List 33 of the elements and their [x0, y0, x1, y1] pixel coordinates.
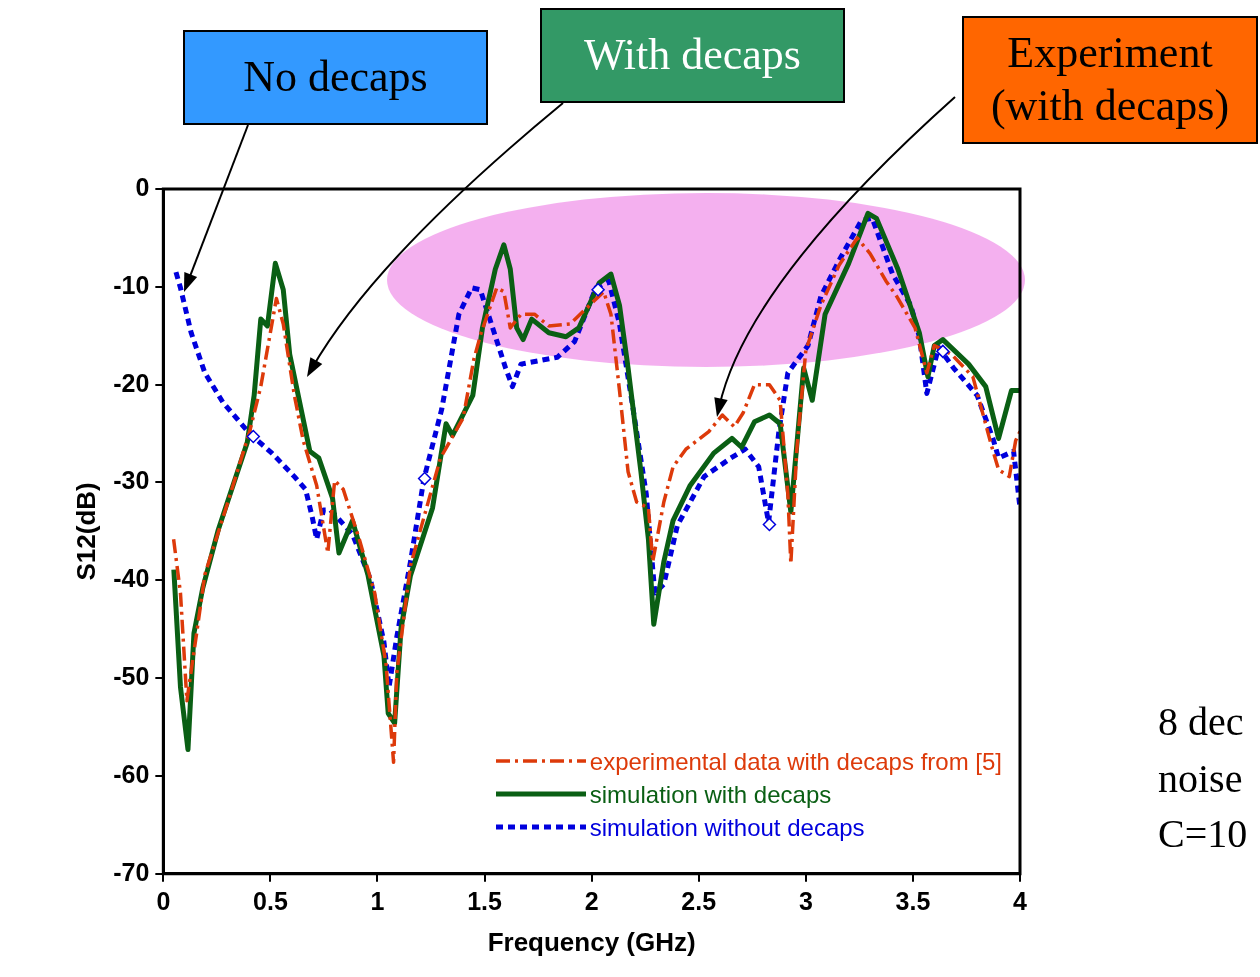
x-tick-label: 1.5: [467, 886, 503, 915]
y-tick-label: 0: [135, 172, 150, 201]
point: [417, 471, 432, 486]
y-tick-label: -40: [113, 564, 150, 593]
point: [762, 517, 777, 532]
y-tick-label: -30: [113, 466, 150, 495]
x-tick-label: 2.5: [681, 886, 717, 915]
legend-label: simulation with decaps: [589, 779, 832, 810]
legend-label: simulation without decaps: [589, 812, 865, 843]
x-tick-label: 2: [584, 886, 599, 915]
y-tick-label: -50: [113, 662, 150, 691]
x-axis-title: Frequency (GHz): [487, 926, 696, 957]
text: noise: [1158, 755, 1243, 802]
y-tick-label: -70: [113, 857, 150, 886]
point: [936, 344, 950, 359]
x-tick-label: 0.5: [253, 886, 288, 915]
y-tick-label: -10: [113, 270, 150, 299]
point: [591, 283, 605, 297]
x-tick-label: 1: [370, 886, 385, 915]
text: Experiment (with decaps): [962, 16, 1258, 144]
x-tick-label: 0: [156, 886, 171, 915]
text: With decaps: [540, 8, 845, 103]
x-tick-label: 4: [1013, 886, 1028, 915]
y-tick-label: -60: [113, 759, 150, 788]
x-tick-label: 3.5: [895, 886, 931, 915]
x-tick-label: 3: [798, 886, 813, 915]
text: 8 dec: [1158, 698, 1244, 745]
text: No decaps: [183, 30, 488, 125]
point: [246, 429, 261, 444]
y-tick-label: -20: [113, 368, 150, 397]
y-axis-title: S12(dB): [70, 482, 101, 581]
text: C=10: [1158, 810, 1248, 857]
legend-label: experimental data with decaps from [5]: [589, 746, 1002, 777]
